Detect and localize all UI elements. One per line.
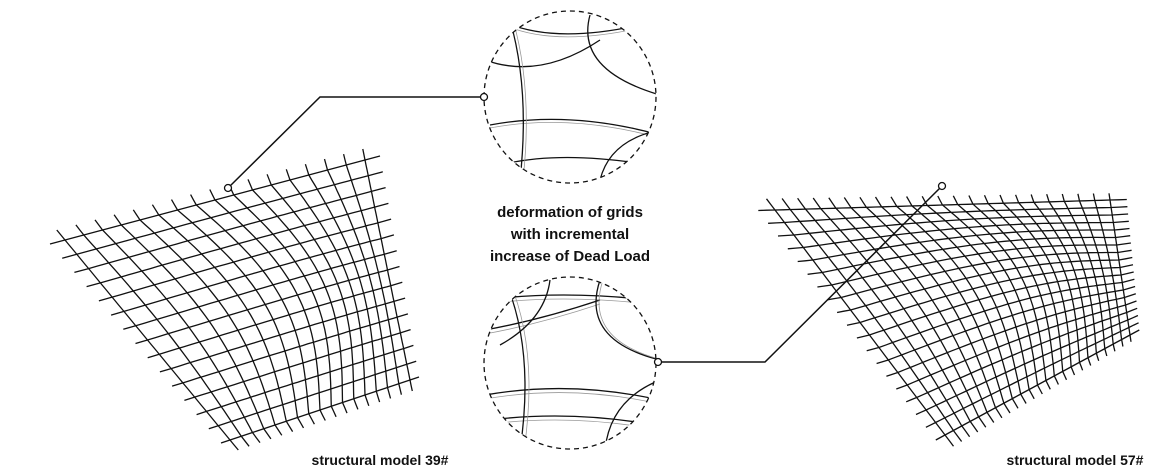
- grid-line: [111, 235, 394, 315]
- grid-model-57: [758, 193, 1139, 446]
- detail-bottom: [485, 280, 663, 450]
- caption-line: deformation of grids: [497, 204, 643, 221]
- leader-dot: [655, 359, 662, 366]
- grid-line: [926, 323, 1139, 428]
- diagram: deformation of grids with incremental in…: [0, 0, 1167, 471]
- grid-line: [160, 298, 405, 372]
- leader-dot: [481, 94, 488, 101]
- leader-dot: [939, 183, 946, 190]
- caption-line: increase of Dead Load: [490, 248, 650, 265]
- grid-line: [99, 219, 391, 301]
- grid-line: [74, 188, 385, 273]
- grid-line: [221, 377, 419, 443]
- caption-line: with incremental: [510, 226, 629, 243]
- grid-line: [867, 279, 1135, 351]
- grid-line: [936, 330, 1140, 440]
- leader-dot: [225, 185, 232, 192]
- grid-line: [286, 169, 369, 405]
- grid-line: [50, 156, 380, 244]
- grid-line: [62, 172, 383, 258]
- grid-line: [123, 251, 396, 330]
- grid-line: [133, 210, 281, 435]
- page: deformation of grids with incremental in…: [0, 0, 1167, 471]
- detail-circle: [484, 277, 656, 449]
- grid-model-39: [50, 149, 419, 450]
- grid-line: [209, 361, 416, 429]
- leader-line: [228, 97, 484, 188]
- grid-line: [197, 345, 414, 414]
- grid-line: [152, 205, 292, 432]
- grid-line: [916, 316, 1138, 415]
- grid-line: [782, 199, 962, 442]
- grid-line: [87, 203, 389, 286]
- model-label: structural model 39#: [312, 452, 449, 468]
- model-label: structural model 57#: [1007, 452, 1144, 468]
- leader-line: [658, 186, 942, 362]
